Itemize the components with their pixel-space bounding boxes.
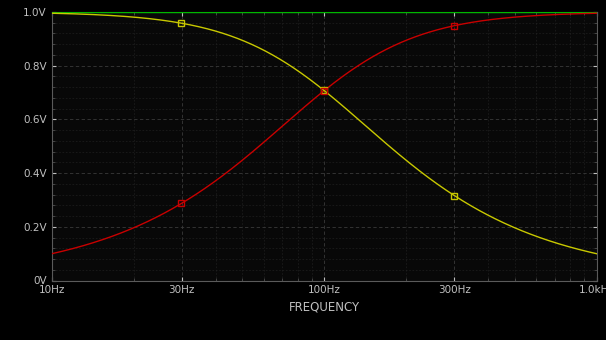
X-axis label: FREQUENCY: FREQUENCY bbox=[288, 301, 360, 314]
